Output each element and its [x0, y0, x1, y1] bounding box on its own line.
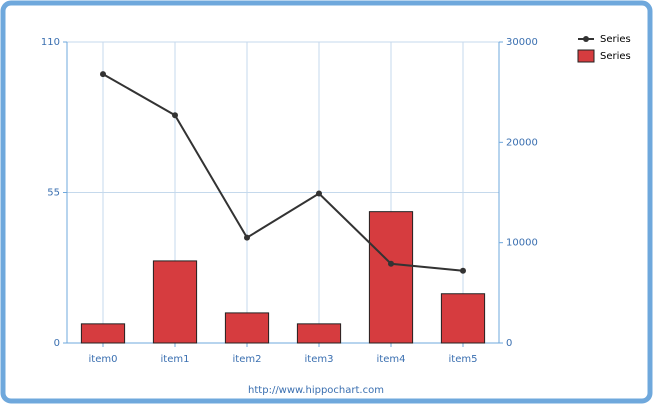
- line: [102, 73, 464, 272]
- bar: [80, 323, 126, 344]
- x-tick-label: item2: [233, 354, 262, 365]
- line-point: [100, 71, 106, 78]
- legend-swatch: [577, 49, 595, 63]
- y2-tick-label: 30000: [506, 37, 538, 48]
- line-point: [172, 112, 178, 119]
- bar: [296, 323, 342, 344]
- x-tick-label: item4: [377, 354, 406, 365]
- bar: [440, 293, 486, 344]
- legend-label: Series: [600, 51, 631, 62]
- legend-label: Series: [600, 34, 631, 45]
- bar: [224, 312, 270, 344]
- line-point: [388, 260, 394, 267]
- line-point: [460, 267, 466, 274]
- y2-tick-label: 0: [506, 338, 512, 349]
- x-tick-label: item5: [449, 354, 478, 365]
- x-tick-label: item1: [161, 354, 190, 365]
- y-tick-label: 0: [54, 338, 60, 349]
- x-tick-label: item0: [89, 354, 118, 365]
- y-tick-label: 110: [41, 37, 60, 48]
- y2-tick-label: 10000: [506, 238, 538, 249]
- line-point: [316, 190, 322, 197]
- y2-tick-label: 20000: [506, 137, 538, 148]
- bar: [368, 211, 414, 344]
- x-tick-label: item3: [305, 354, 334, 365]
- footer: http://www.hippochart.com: [248, 385, 384, 396]
- bar: [152, 260, 198, 344]
- line-point: [244, 234, 250, 241]
- y-tick-label: 55: [47, 188, 60, 199]
- legend-marker: [583, 36, 589, 42]
